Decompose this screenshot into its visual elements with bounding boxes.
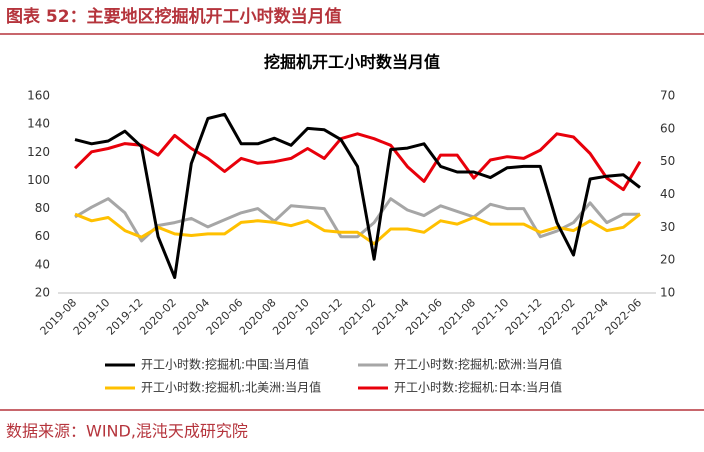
series-line xyxy=(73,132,642,192)
chart-title: 挖掘机开工小时数当月值 xyxy=(264,53,440,72)
legend-label: 开工小时数:挖掘机:中国:当月值 xyxy=(141,357,309,372)
y-tick-label: 40 xyxy=(35,257,50,271)
y2-tick-label: 70 xyxy=(660,89,675,103)
x-tick-label: 2022-06 xyxy=(603,296,645,338)
y-tick-label: 160 xyxy=(27,89,50,103)
y-tick-label: 140 xyxy=(27,117,50,131)
header-title: 图表 52：主要地区挖掘机开工小时数当月值 xyxy=(6,6,342,27)
y-tick-label: 100 xyxy=(27,173,50,187)
source: 数据来源：WIND,混沌天成研究院 xyxy=(6,422,248,441)
legend-label: 开工小时数:挖掘机:北美洲:当月值 xyxy=(141,380,321,395)
y2-tick-label: 20 xyxy=(660,253,675,267)
y-tick-label: 60 xyxy=(35,229,50,243)
y2-tick-label: 50 xyxy=(660,154,675,168)
series-line xyxy=(74,112,641,279)
y2-tick-label: 60 xyxy=(660,121,675,135)
y-tick-label: 80 xyxy=(35,201,50,215)
legend-label: 开工小时数:挖掘机:欧洲:当月值 xyxy=(394,357,562,372)
y-tick-label: 20 xyxy=(35,286,50,300)
legend-label: 开工小时数:挖掘机:日本:当月值 xyxy=(394,380,562,395)
series-line xyxy=(74,212,641,246)
y2-tick-label: 10 xyxy=(660,286,675,300)
y-tick-label: 120 xyxy=(27,145,50,159)
y2-tick-label: 40 xyxy=(660,187,675,201)
series-line xyxy=(74,197,640,243)
y2-tick-label: 30 xyxy=(660,220,675,234)
